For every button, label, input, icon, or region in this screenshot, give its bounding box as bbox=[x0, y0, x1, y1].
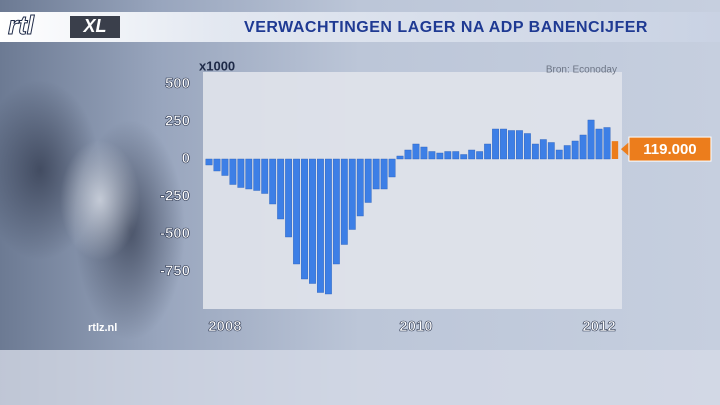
bar bbox=[516, 130, 523, 160]
bar bbox=[356, 158, 364, 217]
x-tick-label: 2008 bbox=[208, 318, 241, 335]
source: Bron: Econoday bbox=[546, 65, 617, 76]
bar bbox=[277, 158, 285, 220]
y-tick-label: 500 bbox=[165, 75, 190, 92]
bar bbox=[285, 158, 292, 238]
bar bbox=[412, 143, 420, 160]
bar bbox=[428, 151, 436, 160]
bar bbox=[221, 158, 229, 176]
bar bbox=[492, 128, 499, 160]
bar bbox=[436, 152, 444, 160]
logo-badge: XL bbox=[82, 16, 106, 36]
bar bbox=[595, 128, 603, 160]
bar bbox=[317, 158, 324, 293]
chart-title: VERWACHTINGEN LAGER NA ADP BANENCIJFER bbox=[244, 19, 648, 36]
marks: 500 250 0 -250 -500 -750 2008 2010 2012 119.000 bbox=[160, 75, 712, 335]
bar bbox=[579, 134, 587, 160]
bar bbox=[340, 158, 348, 245]
bar bbox=[484, 143, 491, 160]
y-tick-label: -750 bbox=[160, 262, 190, 279]
bar bbox=[420, 146, 428, 160]
blur bbox=[60, 140, 140, 260]
bar bbox=[325, 158, 332, 295]
bar bbox=[309, 158, 316, 284]
bar bbox=[460, 154, 468, 160]
bar bbox=[332, 158, 340, 265]
bar bbox=[396, 155, 404, 160]
bar bbox=[269, 158, 277, 205]
y-tick-label: -250 bbox=[160, 187, 190, 204]
bar bbox=[388, 158, 396, 178]
bar bbox=[524, 133, 531, 160]
bar bbox=[563, 145, 571, 160]
bar bbox=[571, 140, 579, 160]
bar bbox=[587, 119, 595, 160]
y-axis-unit: x1000 bbox=[199, 58, 235, 73]
value-label-pointer bbox=[620, 142, 629, 157]
x-tick-label: 2012 bbox=[582, 318, 615, 335]
value-label-box bbox=[628, 136, 712, 162]
value-label: 119.000 bbox=[643, 141, 696, 158]
bar bbox=[229, 158, 237, 185]
bar bbox=[253, 158, 261, 191]
bar bbox=[611, 141, 619, 159]
bar bbox=[261, 158, 269, 194]
bar bbox=[348, 158, 356, 230]
y-tick-label: 0 bbox=[182, 150, 190, 167]
bar bbox=[380, 158, 388, 190]
bar bbox=[555, 149, 563, 160]
bar bbox=[508, 130, 515, 160]
bar bbox=[213, 158, 221, 172]
bar bbox=[444, 151, 452, 160]
bar bbox=[404, 149, 412, 160]
bar bbox=[237, 158, 245, 188]
y-tick-label: -500 bbox=[160, 225, 190, 242]
x-tick-label: 2010 bbox=[399, 318, 432, 335]
bar bbox=[476, 151, 484, 160]
bar bbox=[205, 158, 213, 166]
bar bbox=[539, 139, 547, 160]
site: rtlz.nl bbox=[88, 322, 117, 334]
bar bbox=[372, 158, 380, 190]
bar bbox=[245, 158, 253, 190]
bar bbox=[301, 158, 308, 280]
bar bbox=[531, 143, 539, 160]
lower-band bbox=[0, 350, 720, 405]
bar bbox=[603, 127, 611, 160]
bar bbox=[452, 151, 460, 160]
bar bbox=[364, 158, 372, 203]
bar bbox=[500, 128, 507, 160]
logo: rtl bbox=[8, 10, 35, 40]
bar bbox=[468, 149, 476, 160]
y-tick-label: 250 bbox=[165, 112, 190, 129]
bar bbox=[293, 158, 300, 265]
bar bbox=[547, 142, 555, 160]
logo-badge-box bbox=[70, 16, 120, 38]
